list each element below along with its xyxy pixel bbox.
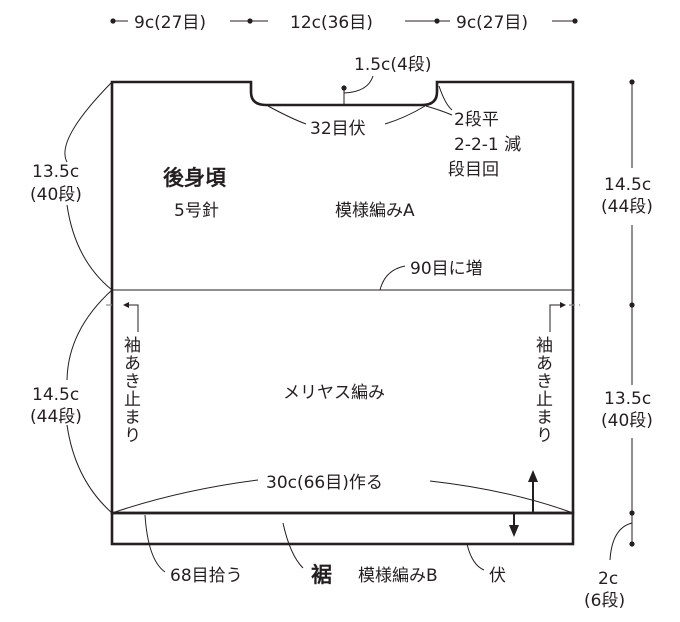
neck-depth-label: 1.5c(4段) xyxy=(354,55,431,75)
left-upper-length: 13.5c xyxy=(32,162,79,182)
hem-pattern-label: 模様編みB xyxy=(358,566,438,586)
knit-direction-up-arrow xyxy=(528,470,538,513)
knit-direction-down-arrow xyxy=(509,513,519,537)
neck-decrease-line-2: 2-2-1 減 xyxy=(454,135,521,155)
hem-length: 2c xyxy=(598,569,618,589)
upper-pattern-label: 模様編みA xyxy=(335,201,415,221)
body-outline xyxy=(110,80,575,515)
width-left-label: 9c(27目) xyxy=(134,13,206,33)
cast-on-label: 30c(66目)作る xyxy=(266,473,383,493)
width-right-label: 9c(27目) xyxy=(456,13,528,33)
needle-size: 5号針 xyxy=(174,201,219,221)
lower-pattern-label: メリヤス編み xyxy=(283,383,385,403)
left-lower-rows: (44段) xyxy=(30,407,82,427)
dimension-dot xyxy=(247,18,253,24)
right-upper-length: 14.5c xyxy=(604,175,651,195)
left-lower-length: 14.5c xyxy=(32,385,79,405)
left-sleeve-opening-marker: 袖あき止まり xyxy=(106,302,141,444)
right-dimension-line xyxy=(609,79,635,561)
top-width-dimension: 9c(27目) 12c(36目) 9c(27目) xyxy=(110,13,578,33)
left-upper-rows: (40段) xyxy=(30,185,82,205)
right-upper-rows: (44段) xyxy=(601,197,653,217)
right-sleeve-opening-label: 袖あき止まり xyxy=(532,336,553,444)
dimension-dot xyxy=(572,18,578,24)
hem-pick-up-label: 68目拾う xyxy=(170,566,243,586)
hem-bind-off-label: 伏 xyxy=(489,566,506,586)
dimension-dot xyxy=(434,18,440,24)
right-sleeve-opening-marker: 袖あき止まり xyxy=(532,302,580,444)
hem-rows: (6段) xyxy=(584,591,625,611)
right-lower-length: 13.5c xyxy=(604,389,651,409)
left-sleeve-opening-label: 袖あき止まり xyxy=(120,336,141,444)
piece-title: 後身頃 xyxy=(163,166,227,190)
neck-decrease-line-3: 段目回 xyxy=(448,160,499,180)
hem-outline xyxy=(110,511,575,546)
neck-bind-off-label: 32目伏 xyxy=(310,119,366,139)
width-center-label: 12c(36目) xyxy=(290,13,373,33)
increase-label: 90目に増 xyxy=(410,259,483,279)
hem-title: 裾 xyxy=(311,563,332,587)
neck-decrease-line-1: 2段平 xyxy=(454,110,499,130)
right-lower-rows: (40段) xyxy=(601,411,653,431)
